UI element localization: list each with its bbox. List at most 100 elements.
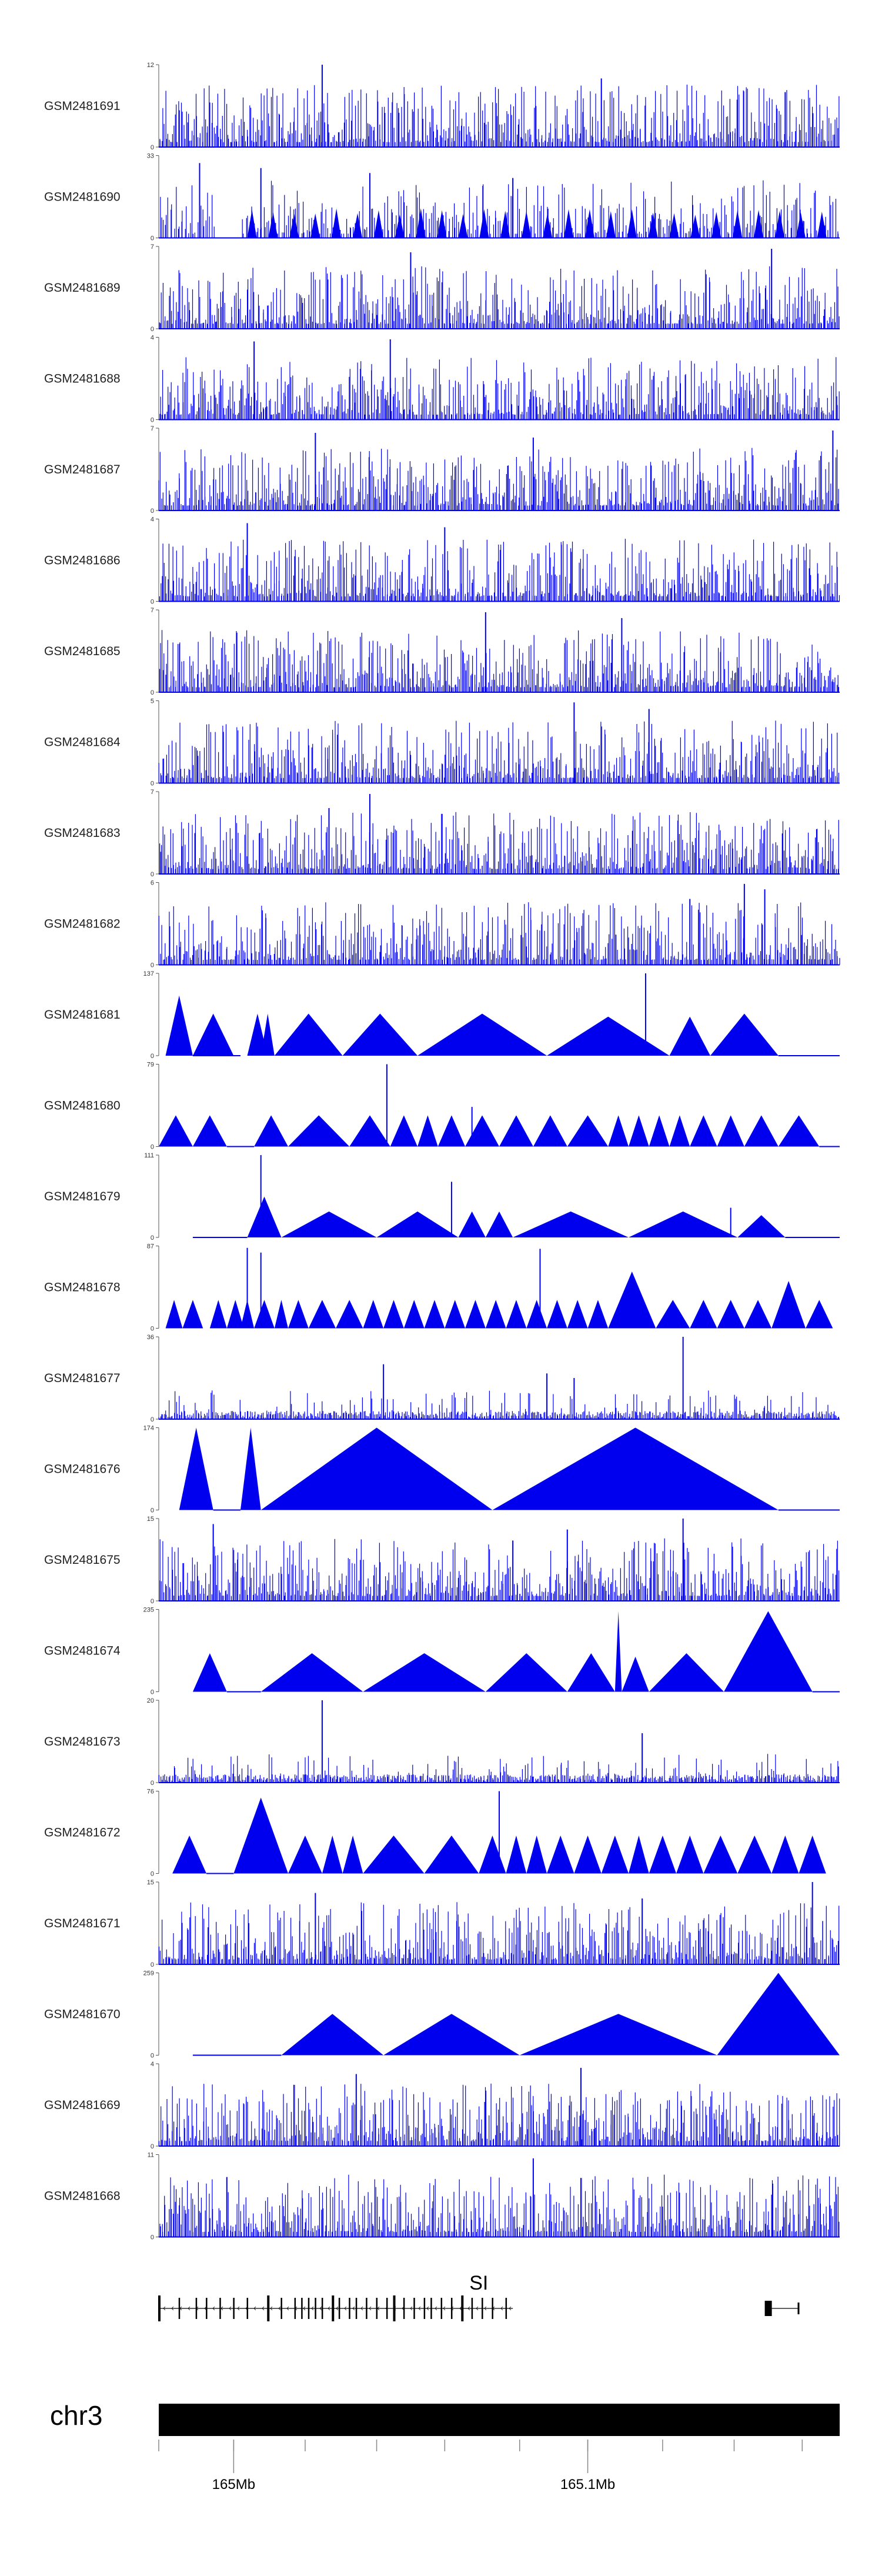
track-GSM2481674: GSM2481674 235 0 [44,1607,840,1696]
y-min-label: 0 [151,689,154,696]
strand-arrow [212,2306,215,2311]
track-label: GSM2481686 [44,554,121,568]
gene-exon [403,2298,405,2319]
coverage-triangle [608,1115,629,1147]
track-label: GSM2481688 [44,372,121,386]
coverage-triangle [192,1013,234,1056]
coverage-triangle [247,1013,268,1056]
strand-arrow [278,2306,281,2311]
axis-tick-label: 165Mb [212,2477,255,2492]
coverage-triangle [437,1115,466,1147]
coverage-triangle [417,1013,547,1056]
gene-exon [482,2298,483,2319]
y-min-label: 0 [151,1144,154,1151]
coverage-signal [158,1754,839,1783]
coverage-triangle [526,1300,547,1329]
track-GSM2481673: GSM2481673 20 0 [44,1697,840,1787]
coverage-triangle [656,1300,690,1329]
coverage-triangle [363,1836,425,1874]
coverage-triangle [669,1016,710,1056]
coverage-triangle [733,210,743,238]
coverage-triangle [629,1836,649,1874]
track-label: GSM2481680 [44,1099,121,1113]
coverage-triangle [669,1115,690,1147]
ideogram-track: chr3 165Mb 165.1Mb [50,2400,840,2492]
coverage-signal [158,1902,840,1964]
coverage-triangle [260,1427,493,1510]
coverage-triangle [288,1836,322,1874]
y-min-label: 0 [151,1689,154,1696]
gene-exon [492,2298,493,2319]
coverage-triangle [332,208,342,238]
coverage-triangle [416,208,426,238]
gene-exon [246,2298,249,2319]
coverage-triangle [584,209,594,238]
track-GSM2481680: GSM2481680 79 0 [44,1062,840,1151]
coverage-triangle [547,1836,574,1874]
coverage-triangle [465,1300,486,1329]
coverage-triangle [499,1115,533,1147]
coverage-triangle [500,211,510,238]
track-GSM2481685: GSM2481685 7 0 [44,607,840,696]
coverage-triangle [281,1211,377,1237]
gene-exon [294,2298,296,2319]
coverage-triangle [179,1427,213,1510]
gene-exon [308,2298,310,2319]
strand-arrow [171,2306,174,2311]
gene-exon [338,2298,340,2319]
coverage-triangle [587,1300,609,1329]
track-GSM2481677: GSM2481677 36 0 [44,1334,840,1423]
coverage-triangle [322,1836,343,1874]
gene-exon [280,2298,282,2319]
gene-exon [301,2298,303,2319]
coverage-triangle [574,1836,602,1874]
coverage-triangle [506,1300,527,1329]
y-max-label: 79 [147,1062,154,1069]
coverage-triangle [437,210,447,238]
coverage-triangle [445,1300,466,1329]
coverage-triangle [649,1115,670,1147]
y-min-label: 0 [151,1961,154,1968]
coverage-triangle [485,1653,567,1692]
track-GSM2481687: GSM2481687 7 0 [44,425,840,515]
strand-arrow [476,2306,479,2311]
track-label: GSM2481677 [44,1372,121,1385]
gene-exon [461,2295,464,2321]
track-label: GSM2481684 [44,736,121,749]
coverage-triangle [458,213,468,238]
coverage-triangle [485,1211,513,1237]
y-max-label: 111 [144,1152,154,1159]
coverage-triangle [547,1300,567,1329]
strand-arrow [369,2306,372,2311]
gene-exon [366,2298,368,2319]
strand-arrow [220,2306,223,2311]
coverage-triangle [737,1215,786,1237]
strand-arrow [509,2306,512,2311]
track-GSM2481690: GSM2481690 33 0 [44,153,840,242]
coverage-signal [159,630,839,692]
coverage-triangle [649,1836,677,1874]
track-GSM2481672: GSM2481672 76 0 [44,1788,826,1878]
strand-arrow [303,2306,306,2311]
coverage-triangle [172,1836,207,1874]
coverage-triangle [717,1973,840,2056]
coverage-triangle [376,1211,459,1237]
strand-arrow [344,2306,347,2311]
strand-arrow [426,2306,429,2311]
coverage-triangle [247,1196,282,1237]
y-min-label: 0 [151,871,154,878]
coverage-triangle [479,209,489,238]
track-GSM2481689: GSM2481689 7 0 [44,243,840,333]
gene-exon [376,2298,378,2319]
y-max-label: 15 [147,1516,154,1523]
coverage-triangle [363,1653,486,1692]
coverage-triangle [526,1836,547,1874]
track-GSM2481678: GSM2481678 87 0 [44,1243,833,1333]
coverage-triangle [336,1300,363,1329]
gene-exon [267,2295,270,2321]
coverage-triangle [567,1653,615,1692]
coverage-triangle [771,1836,799,1874]
gene-exon [471,2298,473,2319]
gene-exon [315,2298,316,2319]
